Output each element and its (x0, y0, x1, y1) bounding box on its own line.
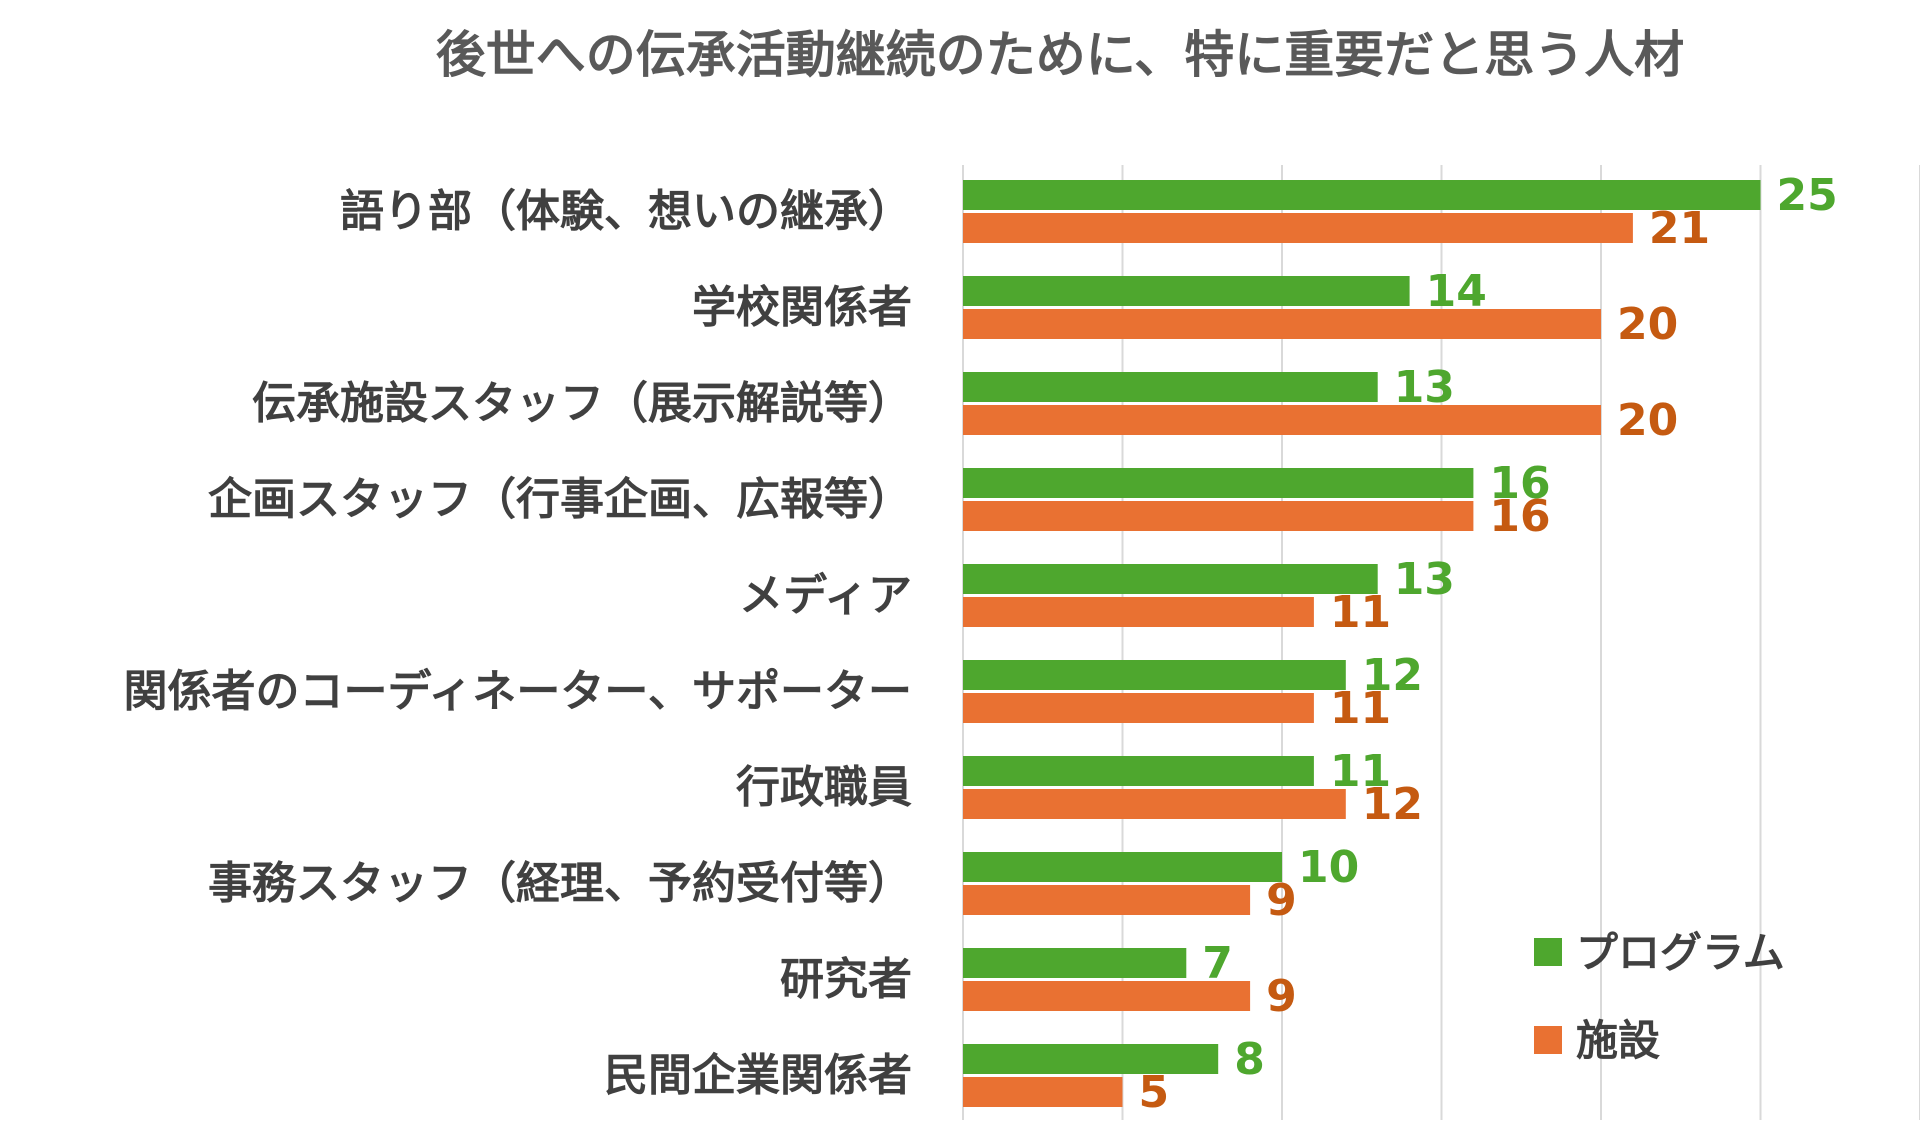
chart-title: 後世への伝承活動継続のために、特に重要だと思う人材 (436, 26, 1685, 84)
bar-program (963, 564, 1378, 594)
bar-facility (963, 405, 1601, 435)
bar-facility (963, 693, 1314, 723)
bar-facility (963, 501, 1474, 531)
category-label: 伝承施設スタッフ（展示解説等） (252, 378, 912, 429)
data-label: 5 (1139, 1067, 1170, 1118)
bar-program (963, 1044, 1219, 1074)
data-label: 8 (1234, 1034, 1265, 1085)
category-label: 民間企業関係者 (604, 1050, 912, 1101)
bar-facility (963, 309, 1601, 339)
bar-facility (963, 789, 1346, 819)
category-label: 研究者 (780, 954, 912, 1005)
bar-program (963, 276, 1410, 306)
data-label: 11 (1330, 683, 1391, 734)
legend-label: 施設 (1576, 1016, 1660, 1065)
data-label: 12 (1362, 650, 1423, 701)
data-label: 9 (1266, 971, 1297, 1022)
legend-swatch (1534, 938, 1562, 966)
bar-facility (963, 1077, 1123, 1107)
data-label: 13 (1394, 554, 1455, 605)
data-label: 11 (1330, 746, 1391, 797)
bar-facility (963, 597, 1314, 627)
data-label: 16 (1489, 458, 1550, 509)
data-label: 13 (1394, 362, 1455, 413)
data-label: 10 (1298, 842, 1359, 893)
bar-facility (963, 213, 1633, 243)
bar-facility (963, 885, 1251, 915)
bar-program (963, 660, 1346, 690)
legend-label: プログラム (1576, 928, 1785, 977)
legend-swatch (1534, 1026, 1562, 1054)
data-label: 7 (1202, 938, 1233, 989)
category-label: メディア (739, 570, 912, 621)
category-label: 学校関係者 (692, 282, 912, 333)
data-label: 9 (1266, 875, 1297, 926)
bar-facility (963, 981, 1251, 1011)
data-label: 20 (1617, 299, 1678, 350)
bar-program (963, 468, 1474, 498)
data-label: 21 (1649, 203, 1710, 254)
category-label: 事務スタッフ（経理、予約受付等） (208, 858, 912, 909)
bar-program (963, 948, 1187, 978)
bar-program (963, 180, 1761, 210)
category-label: 関係者のコーディネーター、サポーター (124, 666, 912, 717)
data-label: 14 (1426, 266, 1487, 317)
data-label: 20 (1617, 395, 1678, 446)
category-label: 企画スタッフ（行事企画、広報等） (208, 474, 912, 525)
data-label: 16 (1489, 491, 1550, 542)
data-label: 12 (1362, 779, 1423, 830)
category-label: 行政職員 (736, 762, 912, 813)
bar-program (963, 852, 1282, 882)
data-label: 25 (1777, 170, 1838, 221)
bars (963, 180, 1761, 1107)
category-label: 語り部（体験、想いの継承） (340, 186, 912, 237)
data-label: 11 (1330, 587, 1391, 638)
bar-program (963, 372, 1378, 402)
bar-program (963, 756, 1314, 786)
